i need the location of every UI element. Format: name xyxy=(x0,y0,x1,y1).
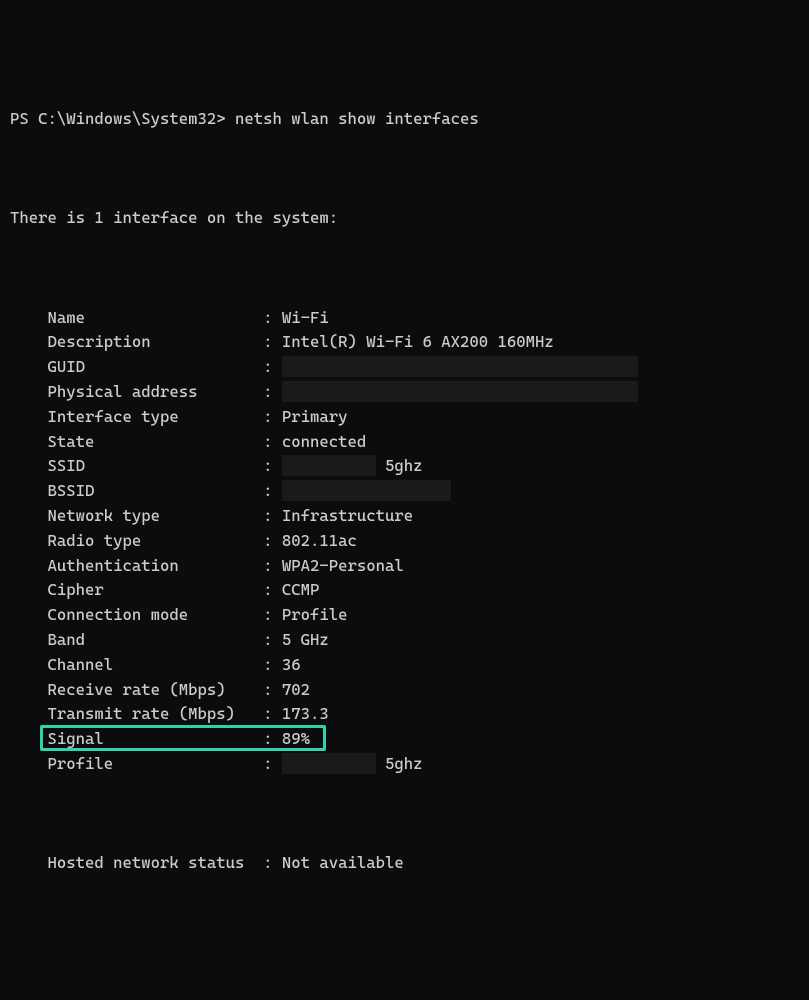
colon-separator: : xyxy=(263,702,282,727)
property-row: Channel: 36 xyxy=(10,653,799,678)
property-value: Infrastructure xyxy=(282,504,413,529)
colon-separator: : xyxy=(263,330,282,355)
property-row: GUID: xyxy=(10,355,799,380)
redaction-block xyxy=(282,455,376,476)
property-value: 802.11ac xyxy=(282,529,357,554)
property-value: 36 xyxy=(282,653,301,678)
property-label: Signal xyxy=(10,727,263,752)
interface-rows: Name: Wi-FiDescription: Intel(R) Wi-Fi 6… xyxy=(10,306,799,777)
colon-separator: : xyxy=(263,454,282,479)
colon-separator: : xyxy=(263,653,282,678)
property-label: GUID xyxy=(10,355,263,380)
property-label: State xyxy=(10,430,263,455)
property-row: Description: Intel(R) Wi-Fi 6 AX200 160M… xyxy=(10,330,799,355)
colon-separator: : xyxy=(263,504,282,529)
property-row: Physical address: xyxy=(10,380,799,405)
redaction-block xyxy=(282,753,376,774)
property-label: Connection mode xyxy=(10,603,263,628)
property-row: State: connected xyxy=(10,430,799,455)
redaction-block xyxy=(282,480,451,501)
colon-separator: : xyxy=(263,529,282,554)
property-label: Radio type xyxy=(10,529,263,554)
redaction-block xyxy=(282,381,638,402)
property-row: BSSID: xyxy=(10,479,799,504)
summary-line: There is 1 interface on the system: xyxy=(10,206,799,231)
colon-separator: : xyxy=(263,603,282,628)
property-value: 5 GHz xyxy=(282,628,329,653)
colon-separator: : xyxy=(263,479,282,504)
prompt-line: PS C:\Windows\System32> netsh wlan show … xyxy=(10,107,799,132)
property-value: Profile xyxy=(282,603,348,628)
colon-separator: : xyxy=(263,306,282,331)
command-text: netsh wlan show interfaces xyxy=(235,107,479,132)
property-label: Interface type xyxy=(10,405,263,430)
property-label: Physical address xyxy=(10,380,263,405)
colon-separator: : xyxy=(263,578,282,603)
hosted-label: Hosted network status : xyxy=(10,851,282,876)
redaction-block xyxy=(282,356,638,377)
property-value: 173.3 xyxy=(282,702,329,727)
property-row: Receive rate (Mbps): 702 xyxy=(10,678,799,703)
property-row: Transmit rate (Mbps): 173.3 xyxy=(10,702,799,727)
property-label: Network type xyxy=(10,504,263,529)
property-label: Band xyxy=(10,628,263,653)
property-row: Authentication: WPA2-Personal xyxy=(10,554,799,579)
property-value: connected xyxy=(282,430,366,455)
property-label: BSSID xyxy=(10,479,263,504)
property-label: Transmit rate (Mbps) xyxy=(10,702,263,727)
property-row: Network type: Infrastructure xyxy=(10,504,799,529)
colon-separator: : xyxy=(263,727,282,752)
property-value: WPA2-Personal xyxy=(282,554,404,579)
property-label: Name xyxy=(10,306,263,331)
colon-separator: : xyxy=(263,678,282,703)
property-value: Primary xyxy=(282,405,348,430)
property-row: Signal: 89% xyxy=(10,727,799,752)
property-label: Receive rate (Mbps) xyxy=(10,678,263,703)
shell-prompt: PS C:\Windows\System32> xyxy=(10,107,235,132)
colon-separator: : xyxy=(263,380,282,405)
colon-separator: : xyxy=(263,554,282,579)
colon-separator: : xyxy=(263,430,282,455)
property-label: Description xyxy=(10,330,263,355)
colon-separator: : xyxy=(263,405,282,430)
property-label: Authentication xyxy=(10,554,263,579)
colon-separator: : xyxy=(263,752,282,777)
property-row: SSID: 5ghz xyxy=(10,454,799,479)
property-value: CCMP xyxy=(282,578,320,603)
property-label: SSID xyxy=(10,454,263,479)
colon-separator: : xyxy=(263,628,282,653)
hosted-network-row: Hosted network status : Not available xyxy=(10,851,799,876)
property-value: 89% xyxy=(282,727,310,752)
property-row: Radio type: 802.11ac xyxy=(10,529,799,554)
property-row: Interface type: Primary xyxy=(10,405,799,430)
property-row: Name: Wi-Fi xyxy=(10,306,799,331)
property-row: Cipher: CCMP xyxy=(10,578,799,603)
property-value: 702 xyxy=(282,678,310,703)
property-label: Cipher xyxy=(10,578,263,603)
property-label: Profile xyxy=(10,752,263,777)
hosted-value: Not available xyxy=(282,851,404,876)
property-row: Profile: 5ghz xyxy=(10,752,799,777)
property-value: Wi-Fi xyxy=(282,306,329,331)
property-row: Connection mode: Profile xyxy=(10,603,799,628)
property-label: Channel xyxy=(10,653,263,678)
property-value: Intel(R) Wi-Fi 6 AX200 160MHz xyxy=(282,330,554,355)
colon-separator: : xyxy=(263,355,282,380)
property-row: Band: 5 GHz xyxy=(10,628,799,653)
